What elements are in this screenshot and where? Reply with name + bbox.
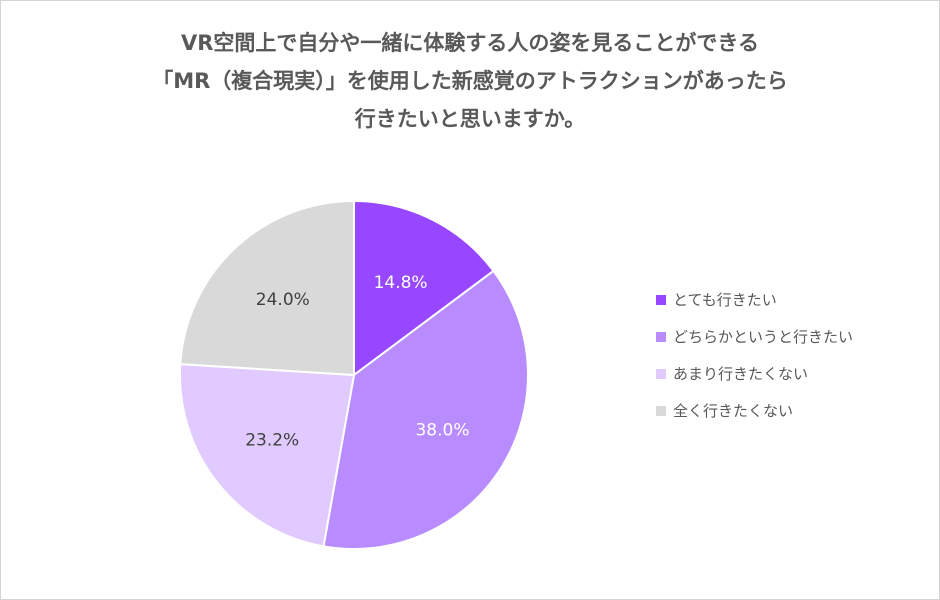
pie-data-label-3: 24.0% <box>256 290 310 310</box>
pie-data-label-1: 38.0% <box>415 421 469 441</box>
legend-swatch-0 <box>656 295 666 305</box>
pie-slice-3 <box>179 199 355 377</box>
pie-data-label-0: 14.8% <box>374 273 428 293</box>
legend-swatch-3 <box>656 406 666 416</box>
pie-data-label-2: 23.2% <box>245 430 299 450</box>
pie-slice-0 <box>353 199 495 377</box>
legend-label-3: 全く行きたくない <box>673 402 794 420</box>
chart-title-line-1: VR空間上で自分や一緒に体験する人の姿を見ることができる <box>180 31 759 55</box>
pie-slice-2 <box>178 363 356 548</box>
legend-label-0: とても行きたい <box>673 291 777 309</box>
chart-title-line-3: 行きたいと思いますか。 <box>354 107 586 131</box>
legend-label-1: どちらかというと行きたい <box>673 328 854 346</box>
legend-swatch-2 <box>656 369 666 379</box>
chart-title: VR空間上で自分や一緒に体験する人の姿を見ることができる 「MR（複合現実）」を… <box>0 24 940 138</box>
legend-swatch-1 <box>656 332 666 342</box>
chart-title-line-2: 「MR（複合現実）」を使用した新感覚のアトラクションがあったら <box>152 69 788 93</box>
pie-slice-1 <box>322 269 529 550</box>
legend-label-2: あまり行きたくない <box>673 365 809 383</box>
